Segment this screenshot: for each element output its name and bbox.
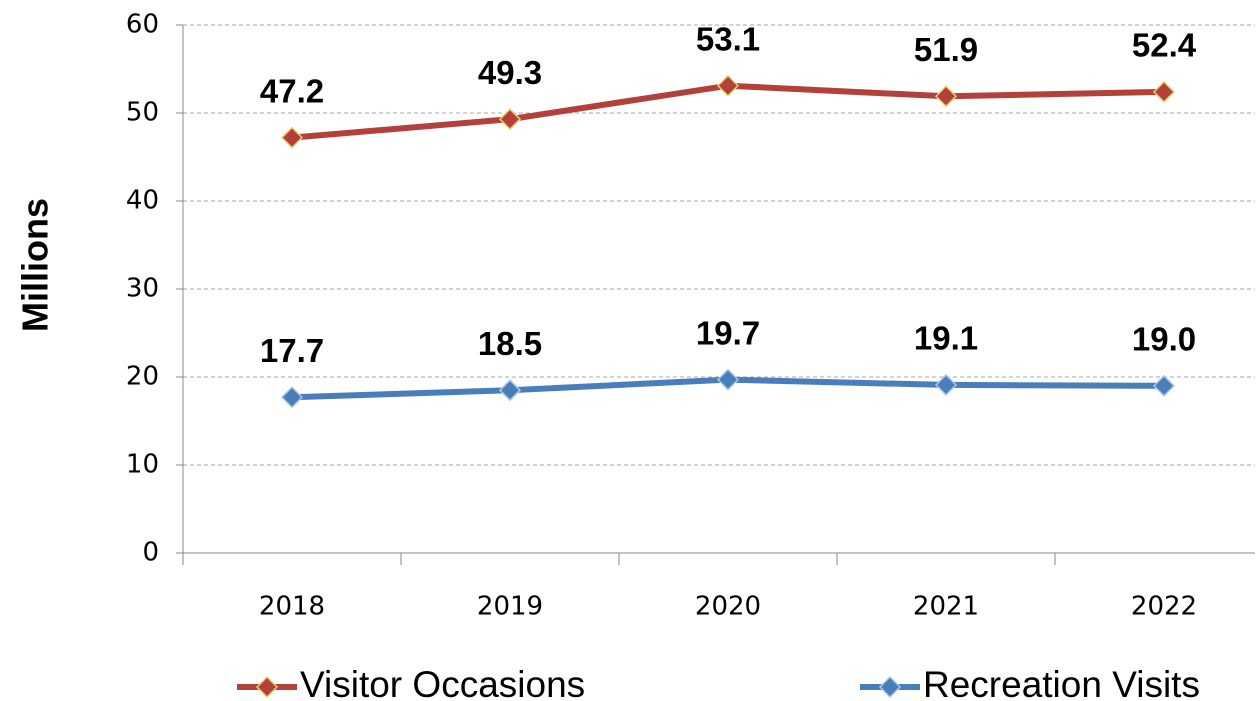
data-label: 19.1 [914, 320, 978, 357]
marker [280, 386, 304, 409]
marker [934, 85, 958, 108]
y-tick-label: 60 [126, 10, 159, 40]
marker [716, 368, 740, 391]
legend-marker [255, 675, 279, 699]
x-tick-label: 2019 [477, 592, 543, 622]
marker [1152, 374, 1176, 397]
data-label: 18.5 [478, 325, 542, 362]
marker [498, 379, 522, 402]
data-label: 49.3 [478, 54, 542, 91]
y-tick-label: 0 [142, 538, 159, 568]
data-label: 19.7 [696, 314, 760, 351]
legend-label: Visitor Occasions [300, 664, 585, 701]
x-tick-label: 2021 [913, 592, 979, 622]
data-label: 47.2 [260, 72, 324, 109]
x-tick-label: 2018 [259, 592, 325, 622]
y-tick-label: 10 [126, 450, 159, 480]
y-tick-label: 40 [126, 186, 159, 216]
y-tick-label: 50 [126, 98, 159, 128]
marker [280, 126, 304, 149]
x-tick-label: 2022 [1131, 592, 1197, 622]
data-label: 53.1 [696, 20, 760, 57]
marker [934, 373, 958, 396]
y-axis-label: Millions [15, 198, 56, 332]
marker [1152, 80, 1176, 103]
data-label: 19.0 [1132, 321, 1196, 358]
data-label: 51.9 [914, 31, 978, 68]
x-tick-label: 2020 [695, 592, 761, 622]
y-tick-label: 20 [126, 362, 159, 392]
data-label: 17.7 [260, 332, 324, 369]
y-tick-label: 30 [126, 274, 159, 304]
marker [716, 74, 740, 97]
marker [498, 108, 522, 131]
legend-marker [878, 675, 902, 699]
legend-label: Recreation Visits [923, 664, 1200, 701]
data-label: 52.4 [1132, 27, 1197, 64]
